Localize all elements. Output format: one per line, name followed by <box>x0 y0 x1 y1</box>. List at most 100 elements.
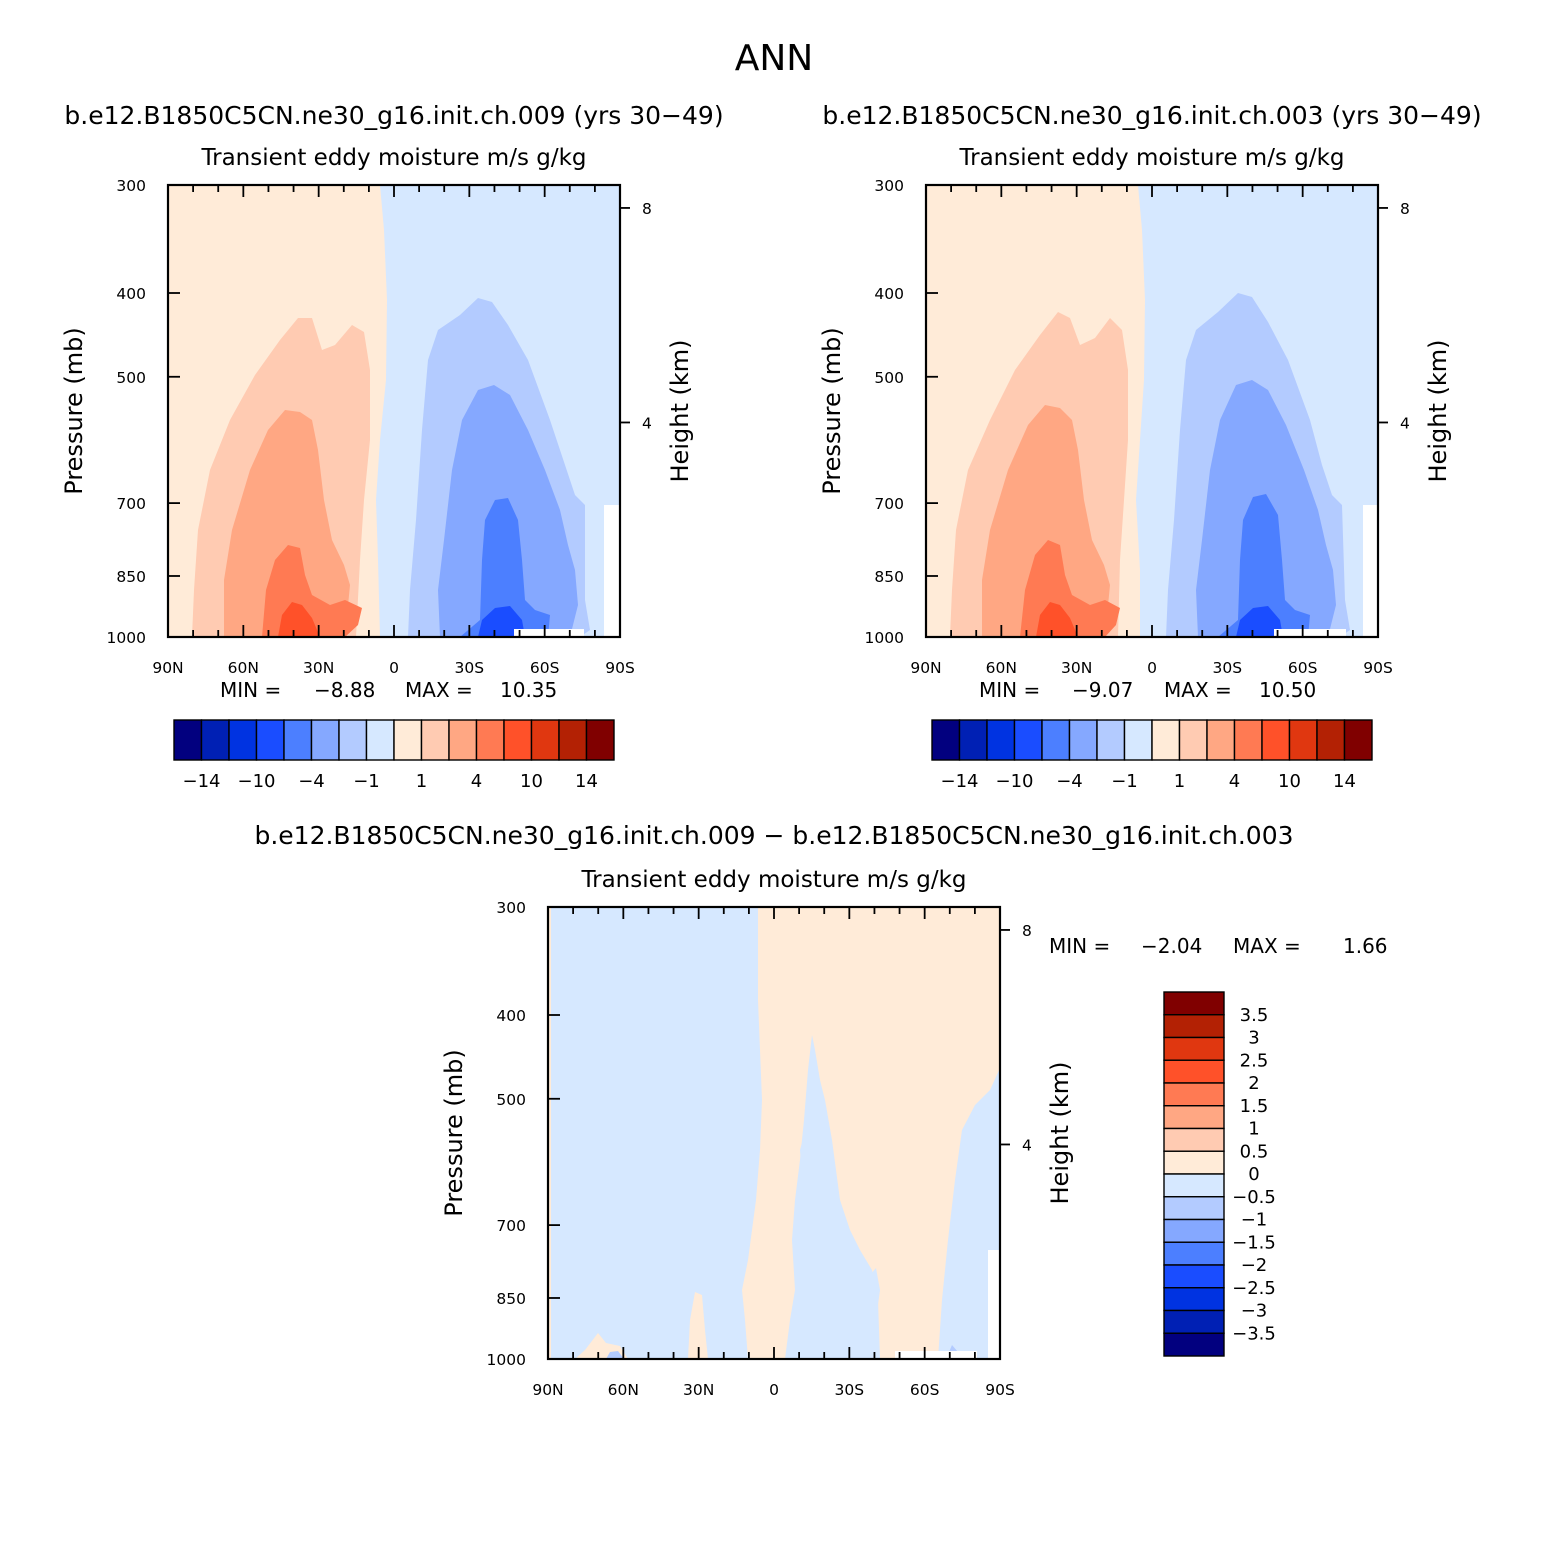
case-title: b.e12.B1850C5CN.ne30_g16.init.ch.009 (yr… <box>64 101 723 130</box>
variable-title: Transient eddy moisture m/s g/kg <box>580 867 966 893</box>
variable-title: Transient eddy moisture m/s g/kg <box>200 145 586 171</box>
missing-data-edge <box>988 1250 1000 1359</box>
y-tick-label: 700 <box>496 1217 526 1235</box>
contour-pos-4 <box>278 602 320 637</box>
x-tick-label: 90N <box>152 659 183 677</box>
panel-top-left: b.e12.B1850C5CN.ne30_g16.init.ch.009 (yr… <box>60 101 724 792</box>
height-tick-label: 4 <box>642 414 652 432</box>
x-tick-label: 60S <box>530 659 560 677</box>
colorbar-swatch <box>1178 719 1208 761</box>
y-tick-label: 1000 <box>107 629 146 647</box>
x-tick-label: 30S <box>835 1381 865 1399</box>
y-tick-label: 700 <box>874 495 904 513</box>
colorbar-swatch <box>585 719 615 761</box>
contour-neg-3 <box>460 498 550 637</box>
y-tick-label: 850 <box>116 568 146 586</box>
contour-neg-blob-a <box>830 1240 845 1330</box>
colorbar-swatch <box>1163 1173 1225 1198</box>
height-axis-label: Height (km) <box>1046 1062 1074 1205</box>
height-axis-label: Height (km) <box>1424 340 1452 483</box>
colorbar-label: 0.5 <box>1240 1141 1269 1162</box>
panel-bottom: b.e12.B1850C5CN.ne30_g16.init.ch.009 − b… <box>254 821 1387 1399</box>
y-tick-label: 850 <box>496 1290 526 1308</box>
min-label: MIN = <box>979 678 1040 702</box>
colorbar-swatch <box>1343 719 1373 761</box>
height-axis-label: Height (km) <box>666 340 694 483</box>
x-tick-label: 90S <box>605 659 635 677</box>
y-tick-label: 1000 <box>865 629 904 647</box>
x-axis-ticks: 90N 60N 30N 0 30S 60S 90S <box>152 185 635 677</box>
colorbar: 3.532.521.510.50−0.5−1−1.5−2−2.5−3−3.5 <box>1163 991 1276 1357</box>
colorbar-swatch <box>1206 719 1236 761</box>
colorbar-label: 1 <box>1174 771 1185 792</box>
colorbar-label: −0.5 <box>1232 1187 1276 1208</box>
x-tick-label: 60N <box>228 659 259 677</box>
missing-data-edge <box>1363 505 1378 637</box>
x-axis-ticks: 90N 60N 30N 0 30S 60S 90S <box>532 907 1015 1399</box>
colorbar-swatch <box>931 719 961 761</box>
max-value: 1.66 <box>1343 934 1388 958</box>
colorbar-swatch <box>1163 1241 1225 1266</box>
colorbar-label: 2.5 <box>1240 1050 1269 1071</box>
colorbar-swatch <box>1068 719 1098 761</box>
colorbar-swatch <box>1233 719 1263 761</box>
colorbar-swatch <box>986 719 1016 761</box>
contour-pos-main <box>742 907 1000 1359</box>
x-tick-label: 90S <box>985 1381 1015 1399</box>
y-tick-label: 400 <box>496 1007 526 1025</box>
colorbar-swatch <box>1163 991 1225 1016</box>
colorbar-swatch <box>393 719 423 761</box>
max-value: 10.35 <box>500 678 557 702</box>
x-tick-label: 60S <box>1288 659 1318 677</box>
colorbar-swatch <box>1096 719 1126 761</box>
missing-data-patch <box>1274 629 1346 637</box>
missing-data-edge <box>604 505 620 637</box>
colorbar-swatch <box>255 719 285 761</box>
colorbar-swatch <box>1163 1082 1225 1107</box>
y-tick-label: 1000 <box>487 1351 526 1369</box>
contour-pos-2 <box>224 410 350 637</box>
min-value: −2.04 <box>1141 934 1202 958</box>
y-tick-label: 300 <box>496 899 526 917</box>
missing-data-patch <box>895 1351 977 1359</box>
colorbar-label: −4 <box>298 771 325 792</box>
x-tick-label: 30N <box>1061 659 1092 677</box>
colorbar-swatch <box>1288 719 1318 761</box>
height-tick-label: 8 <box>1400 200 1410 218</box>
colorbar-label: 1 <box>416 771 427 792</box>
y-tick-label: 500 <box>874 369 904 387</box>
height-axis-ticks: 48 <box>1378 200 1410 432</box>
x-tick-label: 30S <box>455 659 485 677</box>
x-tick-label: 30N <box>303 659 334 677</box>
height-tick-label: 4 <box>1400 414 1410 432</box>
max-label: MAX = <box>1233 934 1301 958</box>
min-value: −8.88 <box>314 678 375 702</box>
colorbar-swatch <box>1151 719 1181 761</box>
colorbar-label: −2 <box>1241 1255 1268 1276</box>
variable-title: Transient eddy moisture m/s g/kg <box>958 145 1344 171</box>
y-tick-label: 500 <box>496 1091 526 1109</box>
colorbar-swatch <box>503 719 533 761</box>
colorbar-label: 4 <box>1229 771 1240 792</box>
colorbar-swatch <box>1163 1218 1225 1243</box>
colorbar-swatch <box>1163 1196 1225 1221</box>
colorbar-swatch <box>1163 1127 1225 1152</box>
colorbar-label: 14 <box>1333 771 1356 792</box>
height-axis-ticks: 48 <box>620 200 652 432</box>
colorbar-swatch <box>1163 1036 1225 1061</box>
colorbar-swatch <box>1163 1150 1225 1175</box>
y-tick-label: 700 <box>116 495 146 513</box>
y-tick-label: 400 <box>874 285 904 303</box>
colorbar-label: 14 <box>575 771 598 792</box>
contour-pos-2 <box>982 405 1110 637</box>
colorbar-swatch <box>365 719 395 761</box>
plot-area <box>926 185 1378 637</box>
y-tick-label: 300 <box>116 177 146 195</box>
max-label: MAX = <box>1164 678 1232 702</box>
y-tick-label: 500 <box>116 369 146 387</box>
colorbar-swatch <box>1163 1264 1225 1289</box>
colorbar-label: −14 <box>183 771 221 792</box>
x-tick-label: 90S <box>1363 659 1393 677</box>
colorbar-label: −1 <box>1111 771 1138 792</box>
y-axis-label: Pressure (mb) <box>818 327 846 494</box>
